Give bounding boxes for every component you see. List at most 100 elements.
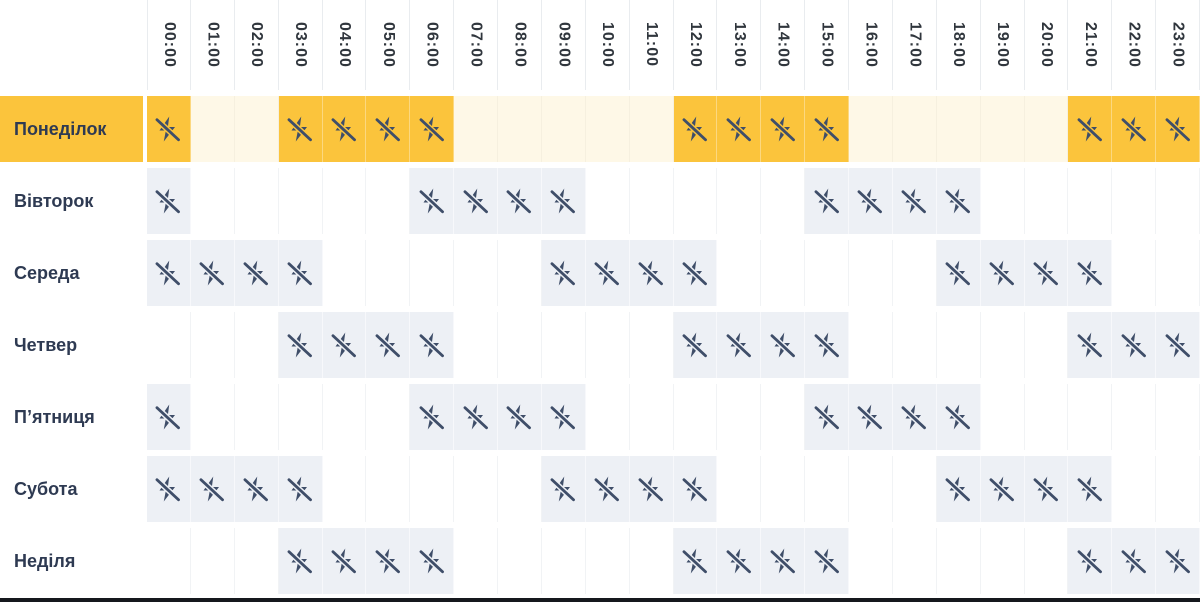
schedule-cell	[629, 456, 674, 522]
schedule-cell	[190, 384, 235, 450]
schedule-cell	[1024, 384, 1069, 450]
power-off-icon	[594, 260, 620, 286]
schedule-cell	[585, 528, 630, 594]
schedule-cell	[278, 456, 323, 522]
schedule-cell	[234, 96, 279, 162]
power-off-icon	[638, 476, 664, 502]
schedule-cell	[1156, 240, 1200, 306]
schedule-cell	[892, 456, 937, 522]
schedule-cell	[366, 240, 411, 306]
power-off-icon	[945, 260, 971, 286]
schedule-cell	[805, 528, 849, 594]
schedule-cell	[849, 96, 893, 162]
schedule-cell	[1112, 168, 1157, 234]
schedule-cell	[1156, 456, 1200, 522]
power-off-icon	[374, 548, 401, 574]
schedule-cell	[1156, 312, 1200, 378]
schedule-cell	[673, 312, 718, 378]
schedule-cell	[322, 312, 367, 378]
schedule-cell	[980, 456, 1025, 522]
schedule-cell	[717, 240, 762, 306]
schedule-cell	[498, 384, 542, 450]
power-off-icon	[1120, 332, 1147, 358]
schedule-cell	[1112, 240, 1157, 306]
hour-label: 22:00	[1112, 0, 1157, 90]
power-off-icon	[989, 260, 1015, 286]
schedule-cell	[498, 312, 542, 378]
schedule-cell	[147, 168, 191, 234]
schedule-cell	[366, 384, 411, 450]
schedule-cell	[410, 240, 455, 306]
hour-label: 09:00	[541, 0, 586, 90]
power-off-icon	[769, 548, 796, 574]
day-label: Середа	[0, 240, 147, 306]
schedule-cell	[278, 528, 323, 594]
power-off-icon	[857, 188, 883, 214]
power-off-icon	[418, 188, 445, 214]
power-off-icon	[199, 260, 225, 286]
power-off-icon	[287, 116, 313, 142]
power-off-icon	[155, 188, 181, 214]
schedule-cell	[585, 240, 630, 306]
hour-label: 20:00	[1024, 0, 1069, 90]
schedule-cell	[147, 456, 191, 522]
schedule-cell	[585, 456, 630, 522]
power-off-icon	[155, 260, 181, 286]
schedule-cell	[366, 168, 411, 234]
power-off-icon	[418, 404, 445, 430]
hour-label: 07:00	[454, 0, 498, 90]
hour-label: 05:00	[366, 0, 411, 90]
schedule-cell	[498, 528, 542, 594]
schedule-cell	[366, 456, 411, 522]
schedule-cell	[278, 312, 323, 378]
power-off-icon	[813, 332, 840, 358]
schedule-cell	[892, 240, 937, 306]
schedule-cell	[498, 96, 542, 162]
power-off-icon	[155, 476, 181, 502]
schedule-cell	[673, 528, 718, 594]
schedule-cell	[278, 384, 323, 450]
schedule-cell	[1068, 312, 1113, 378]
schedule-cell	[585, 312, 630, 378]
power-off-icon	[155, 404, 181, 430]
schedule-cell	[454, 96, 498, 162]
hour-label: 14:00	[761, 0, 806, 90]
schedule-cell	[629, 312, 674, 378]
power-off-icon	[945, 404, 971, 430]
power-off-icon	[1164, 548, 1191, 574]
power-off-icon	[462, 404, 489, 430]
schedule-cell	[190, 168, 235, 234]
schedule-cell	[322, 528, 367, 594]
schedule-cell	[1024, 312, 1069, 378]
power-off-icon	[374, 116, 401, 142]
power-off-icon	[1076, 548, 1103, 574]
schedule-cell	[147, 96, 191, 162]
hour-label: 18:00	[936, 0, 981, 90]
schedule-cell	[1112, 456, 1157, 522]
schedule-cell	[717, 312, 762, 378]
power-off-icon	[199, 476, 225, 502]
power-off-icon	[1076, 332, 1103, 358]
schedule-cell	[322, 384, 367, 450]
hour-label: 10:00	[585, 0, 630, 90]
hour-label: 11:00	[629, 0, 674, 90]
schedule-cell	[541, 384, 586, 450]
hour-label: 17:00	[892, 0, 937, 90]
power-off-icon	[681, 332, 708, 358]
schedule-cell	[936, 312, 981, 378]
schedule-cell	[410, 528, 455, 594]
schedule-cell	[892, 96, 937, 162]
power-off-icon	[1076, 476, 1103, 502]
schedule-cell	[410, 456, 455, 522]
hour-label: 19:00	[980, 0, 1025, 90]
horizontal-scrollbar[interactable]	[0, 598, 1200, 602]
corner-cell	[0, 0, 147, 90]
hour-label: 12:00	[673, 0, 718, 90]
schedule-cell	[1068, 456, 1113, 522]
schedule-cell	[761, 168, 806, 234]
hour-label: 15:00	[805, 0, 849, 90]
power-off-icon	[155, 116, 181, 142]
schedule-cell	[1156, 528, 1200, 594]
day-label: Четвер	[0, 312, 147, 378]
schedule-cell	[541, 312, 586, 378]
